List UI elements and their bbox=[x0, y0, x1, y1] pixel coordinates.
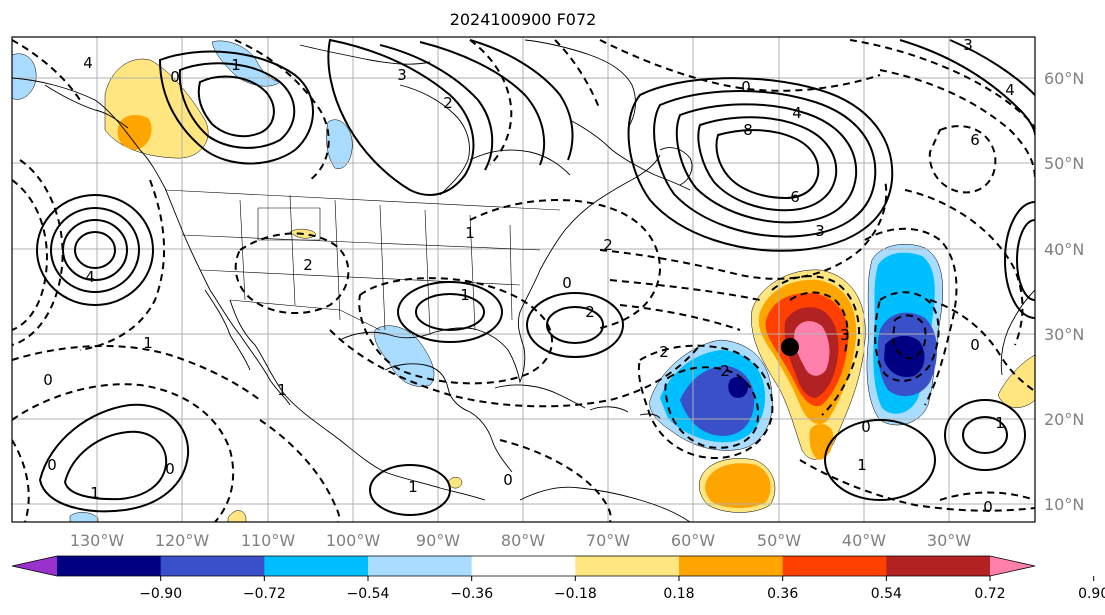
contour-label: 1 bbox=[995, 414, 1005, 432]
colorbar-outline bbox=[11, 555, 1036, 577]
contour-label: 6 bbox=[970, 131, 980, 149]
contour-label: 4 bbox=[83, 54, 93, 72]
colorbar-extend-low bbox=[12, 556, 57, 576]
contour-label: 1 bbox=[465, 224, 475, 242]
longitude-labels: 130°W 120°W 110°W 100°W 90°W 80°W 70°W 6… bbox=[70, 531, 971, 550]
lon-label: 40°W bbox=[842, 531, 886, 550]
contour-label: 0 bbox=[165, 460, 175, 478]
lon-label: 80°W bbox=[501, 531, 545, 550]
map-title: 2024100900 F072 bbox=[450, 10, 597, 29]
contour-label: 0 bbox=[861, 418, 871, 436]
contour-label: 1 bbox=[408, 478, 418, 496]
contour-label: 0 bbox=[562, 274, 572, 292]
contour-label: 0 bbox=[43, 371, 53, 389]
political-borders bbox=[164, 189, 561, 336]
colorbar-segment bbox=[679, 556, 784, 576]
lat-label: 40°N bbox=[1044, 240, 1084, 259]
colorbar-tick-label: 0.54 bbox=[871, 586, 902, 602]
latitude-labels: 60°N 50°N 40°N 30°N 20°N 10°N bbox=[1044, 69, 1084, 514]
contour-label: 0 bbox=[47, 456, 57, 474]
lon-label: 30°W bbox=[927, 531, 971, 550]
colorbar-tick-label: −0.18 bbox=[554, 586, 597, 602]
contour-label: 2 bbox=[585, 303, 595, 321]
colorbar-segment bbox=[575, 556, 680, 576]
contour-label: 3 bbox=[840, 326, 850, 344]
lat-label: 10°N bbox=[1044, 495, 1084, 514]
contour-label: 8 bbox=[743, 121, 753, 139]
contour-labels: 4 6 8 6 2 0 1 2 3 2 1 0 0 1 0 0 1 1 2 0 … bbox=[43, 36, 1015, 516]
contour-label: 0 bbox=[741, 78, 751, 96]
colorbar-segment bbox=[57, 556, 162, 576]
contour-label: 1 bbox=[143, 334, 153, 352]
contour-label: 0 bbox=[970, 336, 980, 354]
colorbar bbox=[11, 555, 1036, 577]
lat-label: 20°N bbox=[1044, 410, 1084, 429]
map-frame bbox=[11, 36, 1036, 523]
colorbar-tick-label: −0.36 bbox=[450, 586, 493, 602]
map-area: 4 6 8 6 2 0 1 2 3 2 1 0 0 1 0 0 1 1 2 0 … bbox=[12, 36, 1035, 522]
colorbar-segment bbox=[264, 556, 369, 576]
storm-center-marker bbox=[781, 338, 799, 356]
graticule bbox=[12, 37, 1035, 522]
contour-label: 4 bbox=[792, 104, 802, 122]
lat-label: 50°N bbox=[1044, 154, 1084, 173]
contour-label: 1 bbox=[90, 484, 100, 502]
contour-label: 4 bbox=[85, 268, 95, 286]
contour-label: 2 bbox=[443, 94, 453, 112]
contour-label: 4 bbox=[1005, 81, 1015, 99]
colorbar-extend-high bbox=[990, 556, 1035, 576]
lon-label: 110°W bbox=[241, 531, 296, 550]
contour-label: 3 bbox=[815, 222, 825, 240]
colorbar-tick-label: 0.18 bbox=[663, 586, 694, 602]
contour-label: 0 bbox=[983, 498, 993, 516]
contour-label: 0 bbox=[170, 68, 180, 86]
colorbar-tick-label: 0.90 bbox=[1078, 586, 1105, 602]
lon-label: 70°W bbox=[586, 531, 630, 550]
colorbar-segment bbox=[886, 556, 991, 576]
contours-negative bbox=[12, 39, 1035, 522]
lon-label: 60°W bbox=[671, 531, 715, 550]
contour-label: 1 bbox=[460, 286, 470, 304]
lat-label: 60°N bbox=[1044, 69, 1084, 88]
colorbar-segment bbox=[368, 556, 473, 576]
colorbar-tick-label: −0.72 bbox=[243, 586, 286, 602]
contour-label: 1 bbox=[277, 381, 287, 399]
lon-label: 100°W bbox=[326, 531, 381, 550]
contour-label: 6 bbox=[790, 188, 800, 206]
colorbar-ticks: −0.90 −0.72 −0.54 −0.36 −0.18 0.18 0.36 0.54 0.7… bbox=[139, 576, 1105, 602]
colorbar-tick-label: −0.90 bbox=[139, 586, 182, 602]
colorbar-tick-label: 0.72 bbox=[974, 586, 1005, 602]
contour-label: 1 bbox=[857, 456, 867, 474]
colorbar-segment bbox=[160, 556, 265, 576]
contour-label: 2 bbox=[720, 362, 730, 380]
lon-label: 130°W bbox=[70, 531, 125, 550]
contour-label: 0 bbox=[503, 471, 513, 489]
colorbar-segment bbox=[782, 556, 887, 576]
contour-label: 2 bbox=[659, 343, 669, 361]
contour-label: 2 bbox=[603, 236, 613, 254]
colorbar-tick-label: 0.36 bbox=[767, 586, 798, 602]
contour-label: 3 bbox=[963, 36, 973, 54]
colorbar-segment bbox=[471, 556, 576, 576]
lon-label: 90°W bbox=[416, 531, 460, 550]
contours-positive bbox=[36, 38, 1035, 516]
contour-label: 2 bbox=[303, 256, 313, 274]
contour-label: 3 bbox=[397, 66, 407, 84]
contour-label: 1 bbox=[231, 56, 241, 74]
lon-label: 120°W bbox=[155, 531, 210, 550]
lat-label: 30°N bbox=[1044, 325, 1084, 344]
lon-label: 50°W bbox=[757, 531, 801, 550]
colorbar-tick-label: −0.54 bbox=[347, 586, 390, 602]
